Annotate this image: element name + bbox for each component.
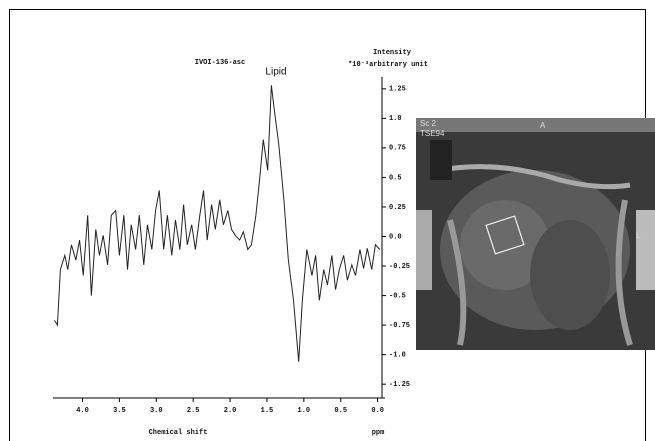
chart-title: IVOI-136-asc: [195, 59, 245, 67]
x-axis-unit: ppm: [372, 429, 385, 437]
image-dark: [430, 140, 452, 180]
x-tick-label: 1.5: [261, 407, 274, 415]
y-tick-label: -0.5: [389, 292, 406, 300]
inset-label: A: [540, 121, 546, 130]
x-tick-label: 3.5: [113, 407, 126, 415]
y-axis-unit: *10⁻³arbitrary unit: [348, 61, 428, 69]
image-fat: [615, 199, 633, 346]
x-tick-label: 2.0: [224, 407, 237, 415]
y-tick-label: 0.0: [389, 233, 402, 241]
mri-image: Sc 2 TSE94 A L: [416, 118, 655, 350]
y-tick-label: -0.75: [389, 322, 410, 330]
y-tick-label: 0.5: [389, 174, 402, 182]
image-organ: [460, 200, 550, 290]
y-axis-label: Intensity: [373, 49, 412, 57]
image-bone: [416, 210, 432, 290]
image-bone: [636, 210, 655, 290]
inset-label: Sc 2: [420, 119, 437, 128]
x-tick-label: 3.0: [150, 407, 163, 415]
x-tick-label: 0.5: [334, 407, 347, 415]
voi-box: [485, 215, 525, 255]
x-tick-label: 2.5: [187, 407, 200, 415]
image-band: [416, 118, 655, 132]
y-tick-label: -1.0: [389, 351, 406, 359]
spectrum-line: [54, 85, 381, 362]
y-tick-label: 1.0: [389, 115, 402, 123]
y-tick-label: -0.25: [389, 263, 410, 271]
inset-label: L: [636, 231, 641, 240]
y-tick-label: 0.75: [389, 145, 406, 153]
x-tick-label: 0.0: [371, 407, 384, 415]
annotation: Lipid: [265, 67, 286, 78]
image-organ: [530, 220, 610, 330]
x-tick-label: 1.0: [298, 407, 311, 415]
x-tick-label: 4.0: [76, 407, 89, 415]
image-fat: [447, 219, 467, 346]
inset-label: TSE94: [420, 129, 445, 138]
image-fat: [439, 164, 631, 190]
x-axis-label: Chemical shift: [149, 429, 208, 437]
y-tick-label: 0.25: [389, 204, 406, 212]
y-tick-label: -1.25: [389, 381, 410, 389]
y-tick-label: 1.25: [389, 86, 406, 94]
